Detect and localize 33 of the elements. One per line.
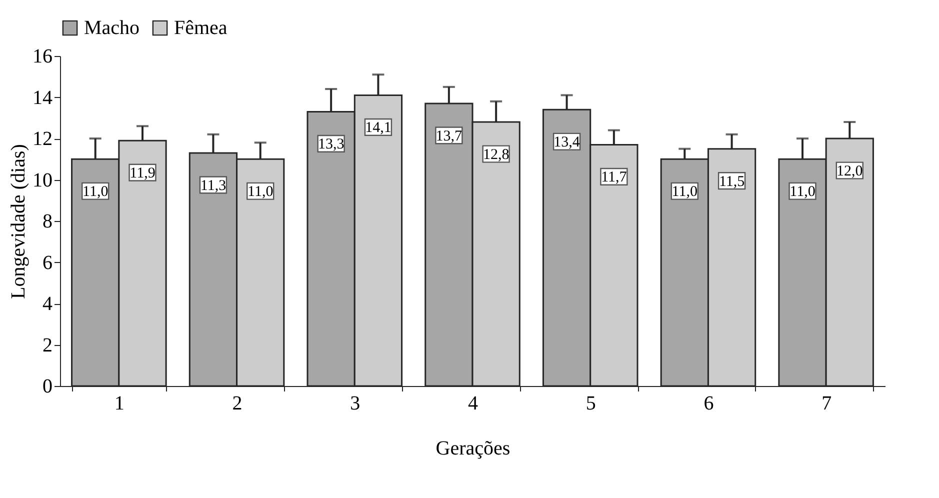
- data-label: 12,0: [836, 164, 863, 180]
- x-tick-label: 1: [114, 392, 124, 414]
- legend-label: Macho: [84, 17, 140, 39]
- y-tick-label: 12: [32, 128, 52, 150]
- data-label: 11,7: [601, 170, 628, 186]
- data-label: 13,7: [436, 128, 463, 144]
- y-tick-label: 2: [42, 334, 52, 356]
- data-label: 11,3: [200, 178, 226, 194]
- data-label: 11,0: [790, 184, 816, 200]
- y-tick-label: 6: [42, 252, 52, 274]
- data-label: 11,5: [718, 174, 745, 190]
- y-tick-label: 0: [42, 376, 52, 398]
- x-tick-label: 7: [822, 392, 832, 414]
- data-label: 14,1: [365, 120, 392, 136]
- data-label: 12,8: [482, 147, 510, 163]
- data-label: 11,0: [248, 184, 274, 200]
- y-tick-label: 14: [32, 86, 52, 109]
- x-tick-label: 6: [704, 392, 714, 414]
- y-tick-label: 16: [32, 46, 52, 68]
- y-tick-label: 4: [42, 293, 52, 315]
- x-tick-label: 4: [468, 392, 478, 414]
- x-axis-title: Gerações: [436, 438, 510, 460]
- data-label: 11,9: [130, 166, 156, 182]
- data-label: 13,3: [318, 136, 344, 153]
- x-tick-label: 3: [350, 392, 360, 414]
- x-tick-label: 5: [586, 392, 596, 414]
- y-tick-label: 8: [42, 210, 52, 232]
- legend-label: Fêmea: [174, 17, 228, 39]
- data-label: 11,0: [672, 184, 698, 200]
- y-axis-title: Longevidade (dias): [8, 144, 30, 299]
- x-tick-label: 2: [232, 392, 242, 414]
- data-label: 11,0: [82, 184, 108, 200]
- y-tick-label: 10: [32, 169, 52, 192]
